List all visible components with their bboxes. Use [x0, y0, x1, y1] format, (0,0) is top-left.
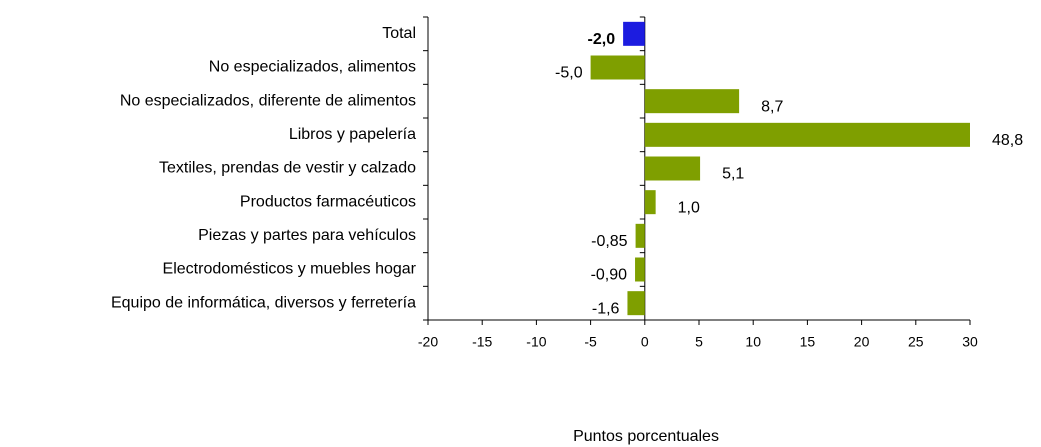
category-label: Total — [382, 25, 416, 42]
x-tick-label: 25 — [908, 334, 924, 350]
x-tick-label: 5 — [695, 334, 703, 350]
bar — [644, 156, 701, 181]
x-tick-label: 30 — [962, 334, 978, 350]
x-tick-label: 20 — [854, 334, 870, 350]
bar — [623, 21, 645, 46]
value-label: 8,7 — [761, 98, 783, 115]
value-label: -1,6 — [592, 300, 620, 317]
category-label: Piezas y partes para vehículos — [198, 227, 416, 244]
category-label: No especializados, diferente de alimento… — [120, 92, 416, 109]
x-tick-label: 15 — [800, 334, 816, 350]
category-label: Equipo de informática, diversos y ferret… — [111, 294, 416, 311]
category-label: Productos farmacéuticos — [240, 193, 416, 210]
bar — [590, 55, 645, 80]
category-label: Electrodomésticos y muebles hogar — [163, 261, 417, 278]
bars — [590, 21, 970, 316]
value-label: -5,0 — [555, 65, 583, 82]
value-label: -0,90 — [591, 267, 628, 284]
x-tick-label: -5 — [584, 334, 597, 350]
value-label: 1,0 — [678, 199, 700, 216]
x-tick-label: -10 — [526, 334, 546, 350]
value-label: 5,1 — [722, 166, 744, 183]
bar — [644, 89, 740, 114]
x-tick-label: -20 — [418, 334, 438, 350]
category-label: Textiles, prendas de vestir y calzado — [159, 160, 416, 177]
category-label: Libros y papelería — [289, 126, 416, 143]
bar — [644, 190, 656, 215]
bar — [635, 257, 645, 282]
x-tick-label: 0 — [641, 334, 649, 350]
bar — [644, 122, 970, 147]
bar — [635, 223, 645, 248]
bar — [627, 291, 645, 316]
x-tick-label: -15 — [472, 334, 492, 350]
x-axis-label: Puntos porcentuales — [573, 428, 719, 445]
value-label: -2,0 — [588, 31, 616, 48]
x-tick-label: 10 — [745, 334, 761, 350]
value-label: -0,85 — [591, 233, 628, 250]
category-label: No especializados, alimentos — [209, 59, 416, 76]
value-label: 48,8 — [992, 132, 1023, 149]
